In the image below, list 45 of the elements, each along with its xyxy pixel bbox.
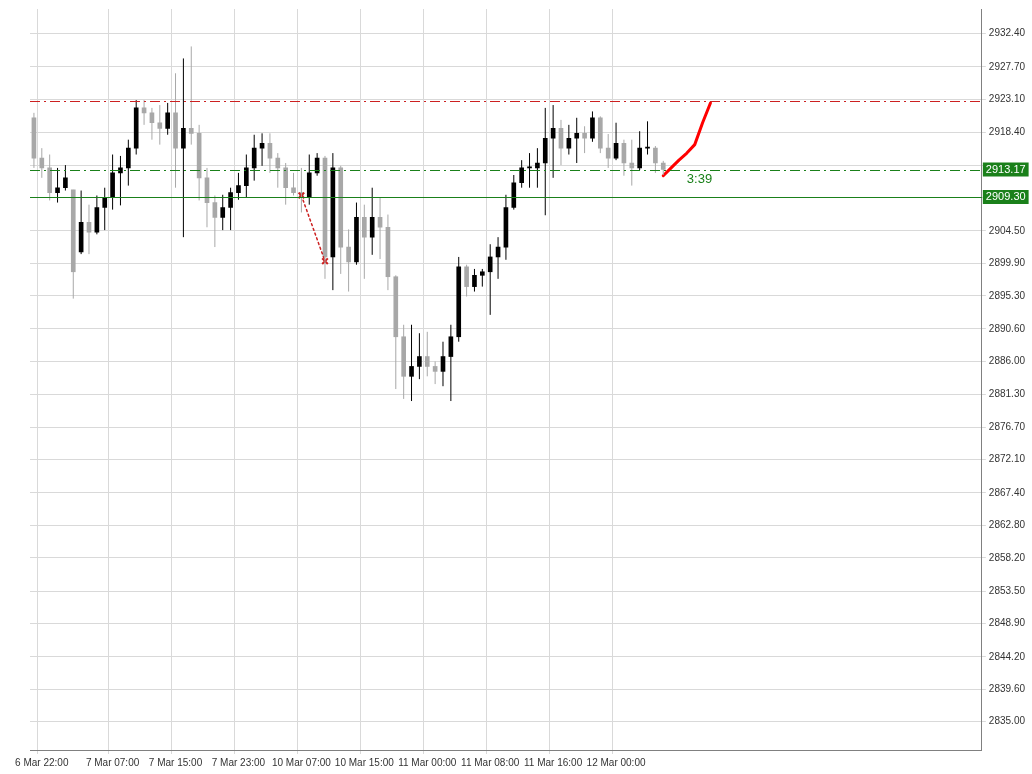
x-tick-label: 10 Mar 07:00 bbox=[271, 756, 332, 768]
x-tick-label: 7 Mar 07:00 bbox=[85, 756, 140, 768]
y-tick-label: 2904.50 bbox=[988, 224, 1026, 236]
candlestick bbox=[582, 125, 587, 154]
ref-line-label: 2909.30 bbox=[985, 189, 1026, 202]
candlestick bbox=[55, 167, 60, 204]
y-tick-label: 2848.90 bbox=[988, 617, 1026, 629]
y-tick-label: 2927.70 bbox=[988, 60, 1026, 72]
candlestick bbox=[63, 164, 68, 192]
candlestick bbox=[424, 331, 430, 377]
x-tick-label: 7 Mar 15:00 bbox=[148, 756, 203, 768]
y-tick-label: 2839.60 bbox=[988, 683, 1026, 694]
y-tick-label: 2899.90 bbox=[988, 257, 1026, 269]
candlestick bbox=[220, 194, 226, 231]
annotation: 3:39 bbox=[686, 170, 713, 186]
y-tick-label: 2918.40 bbox=[988, 126, 1026, 138]
y-tick-label: 2835.00 bbox=[988, 715, 1026, 727]
x-tick-label: 10 Mar 15:00 bbox=[334, 756, 395, 768]
candlestick bbox=[188, 45, 194, 146]
candlestick bbox=[291, 172, 296, 196]
y-tick-label: 2890.60 bbox=[988, 322, 1026, 334]
y-tick-label: 2853.50 bbox=[988, 584, 1026, 596]
candlestick bbox=[574, 117, 580, 164]
y-tick-label: 2923.10 bbox=[988, 93, 1026, 105]
y-tick-label: 2867.40 bbox=[988, 486, 1026, 498]
x-tick-label: 11 Mar 16:00 bbox=[524, 756, 583, 768]
x-tick-label: 11 Mar 00:00 bbox=[398, 756, 457, 768]
y-tick-label: 2872.10 bbox=[988, 453, 1026, 465]
candlestick bbox=[480, 268, 485, 288]
x-tick-label: 7 Mar 23:00 bbox=[211, 756, 266, 768]
candlestick bbox=[417, 332, 422, 380]
candlestick bbox=[157, 104, 163, 146]
candlestick bbox=[409, 324, 414, 402]
x-tick-label: 12 Mar 00:00 bbox=[586, 756, 646, 768]
y-tick-label: 2876.70 bbox=[988, 420, 1026, 432]
x-tick-label: 6 Mar 22:00 bbox=[15, 756, 69, 768]
y-tick-label: 2895.30 bbox=[988, 289, 1026, 301]
y-tick-label: 2844.20 bbox=[988, 650, 1026, 662]
ref-line-label: 2913.17 bbox=[985, 162, 1026, 175]
y-tick-label: 2932.40 bbox=[988, 27, 1026, 39]
y-tick-label: 2858.20 bbox=[988, 551, 1026, 563]
y-tick-label: 2881.30 bbox=[988, 388, 1026, 400]
y-tick-label: 2862.80 bbox=[988, 519, 1026, 531]
x-tick-label: 11 Mar 08:00 bbox=[461, 756, 520, 768]
y-tick-label: 2886.00 bbox=[988, 355, 1026, 367]
